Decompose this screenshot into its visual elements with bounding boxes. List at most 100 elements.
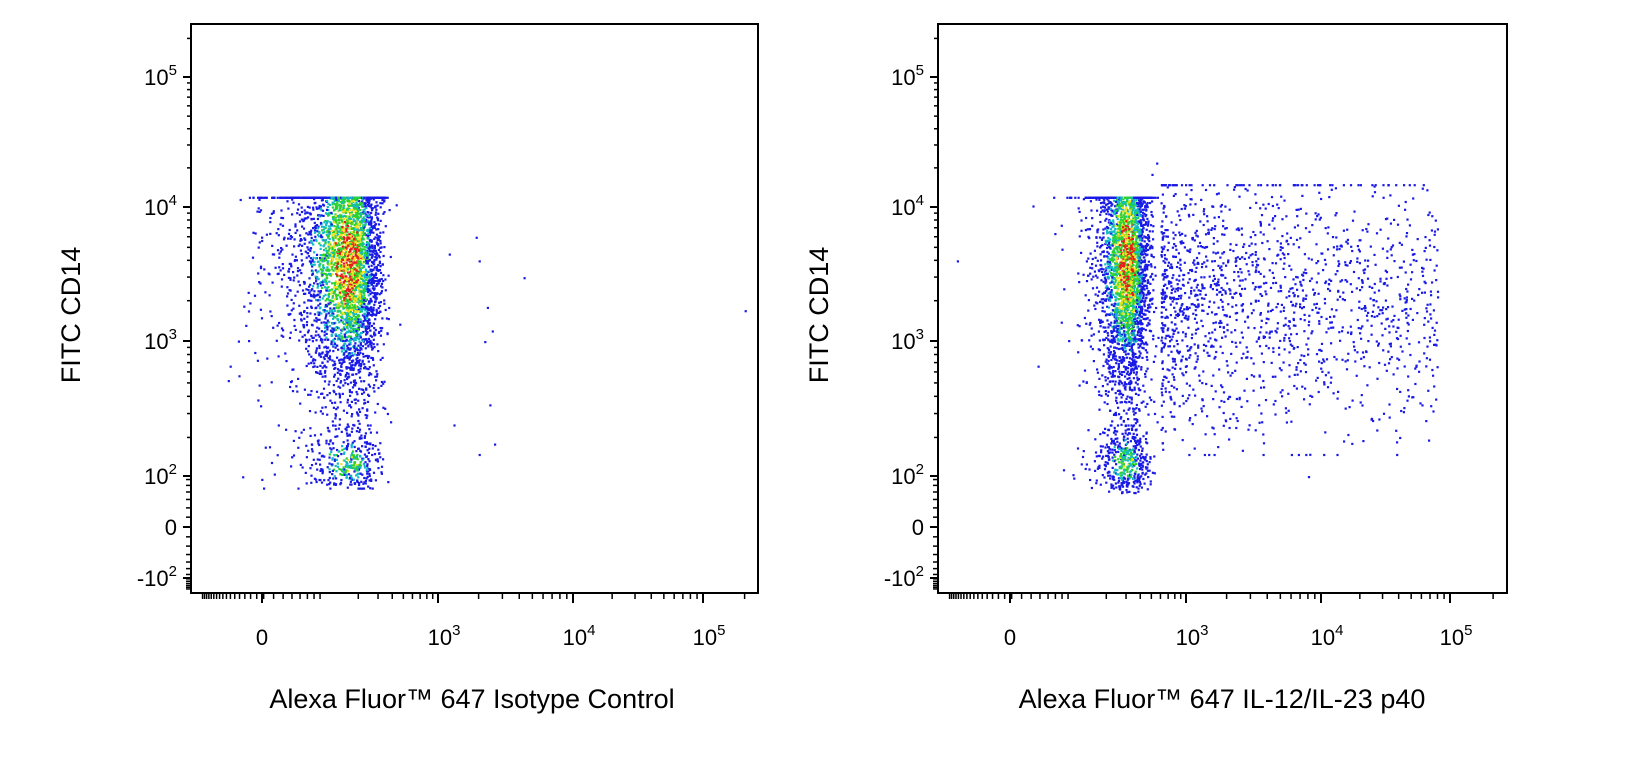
data-point (294, 255, 297, 258)
data-point (348, 285, 352, 288)
data-point (351, 279, 354, 282)
data-point (366, 215, 369, 219)
data-point (349, 381, 352, 384)
data-point (355, 411, 359, 414)
data-point (375, 256, 379, 259)
data-point (346, 246, 349, 249)
data-point (346, 315, 350, 318)
data-point (358, 467, 361, 470)
data-point (326, 199, 329, 202)
data-point (369, 228, 372, 231)
data-point (365, 270, 368, 273)
data-point (299, 196, 302, 199)
data-point (314, 275, 317, 278)
data-point (370, 309, 373, 312)
data-point (380, 285, 383, 288)
data-point (380, 282, 383, 285)
data-point (369, 204, 372, 207)
data-point (331, 224, 334, 227)
data-point (314, 307, 317, 310)
data-point (243, 305, 246, 308)
data-point (356, 356, 359, 360)
data-point (1112, 219, 1115, 222)
data-point (342, 321, 345, 324)
data-point (314, 226, 317, 229)
data-point (350, 222, 353, 225)
data-point (368, 221, 371, 224)
data-point (355, 373, 358, 376)
data-point (307, 255, 311, 258)
data-point (359, 214, 362, 217)
data-point (368, 428, 371, 431)
data-point (356, 267, 359, 270)
data-point (318, 296, 321, 299)
data-point (320, 214, 323, 217)
data-point (361, 345, 364, 348)
data-point (348, 358, 351, 361)
data-point (330, 343, 333, 346)
data-point (363, 208, 366, 211)
data-point (275, 339, 278, 342)
data-point (1053, 196, 1056, 199)
data-point (384, 308, 387, 312)
data-point (352, 339, 356, 342)
data-point (358, 307, 361, 310)
data-point (1142, 384, 1145, 387)
data-point (344, 323, 347, 326)
data-point (360, 231, 363, 234)
data-point (1112, 221, 1115, 224)
data-point (323, 310, 326, 313)
data-point (353, 456, 356, 459)
data-point (359, 351, 362, 355)
data-point (360, 300, 363, 303)
data-point (363, 363, 366, 366)
data-point (370, 217, 373, 220)
data-point (351, 307, 354, 310)
data-point (302, 196, 305, 199)
data-point (370, 207, 373, 210)
data-point (328, 453, 331, 456)
data-point (371, 347, 374, 350)
data-point (349, 315, 352, 319)
data-point (280, 278, 284, 281)
data-point (248, 340, 251, 343)
data-point (227, 380, 230, 383)
data-point (331, 248, 334, 251)
data-point (296, 390, 299, 393)
data-point (331, 290, 334, 293)
data-point (362, 279, 365, 283)
data-point (351, 318, 354, 321)
data-point (327, 241, 330, 244)
data-point (374, 318, 377, 321)
data-point (352, 244, 355, 247)
data-point (363, 476, 366, 480)
data-point (323, 380, 327, 383)
data-point (377, 279, 380, 282)
data-point (366, 314, 369, 317)
data-point (367, 219, 370, 222)
data-point (348, 233, 351, 236)
data-point (277, 355, 280, 358)
data-point (347, 318, 350, 321)
data-point (354, 362, 357, 365)
data-point (302, 292, 306, 295)
data-point (362, 352, 365, 355)
data-point (360, 305, 364, 308)
data-point (258, 241, 261, 244)
data-point (325, 350, 328, 353)
data-point (254, 351, 257, 355)
data-point (362, 242, 365, 245)
data-point (292, 201, 295, 204)
data-point (317, 278, 320, 281)
data-point (353, 223, 356, 227)
data-point (292, 368, 295, 371)
data-point (361, 262, 364, 265)
data-point (362, 296, 366, 299)
data-point (1032, 205, 1035, 208)
data-point (372, 364, 375, 367)
data-point (345, 305, 348, 308)
data-point (336, 210, 339, 213)
x-axis: 0 103 104 105 (201, 593, 746, 650)
data-point (327, 289, 330, 292)
data-point (355, 201, 358, 204)
